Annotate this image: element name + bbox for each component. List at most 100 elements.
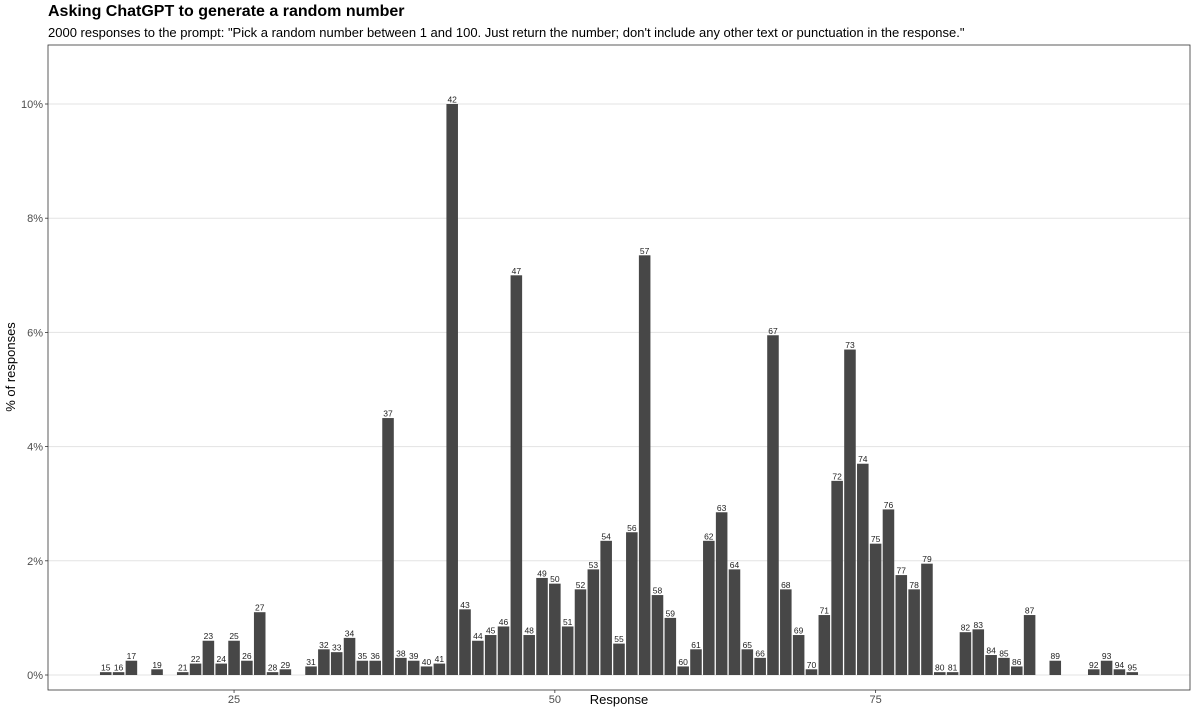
bar-label-93: 93: [1102, 651, 1112, 661]
bar-66: [754, 657, 766, 675]
bar-label-71: 71: [820, 606, 830, 616]
bar-74: [857, 463, 869, 675]
bar-62: [703, 540, 715, 675]
bar-label-54: 54: [601, 531, 611, 541]
bar-label-43: 43: [460, 600, 470, 610]
bar-46: [497, 626, 510, 675]
bar-73: [844, 349, 856, 675]
bar-label-33: 33: [332, 643, 342, 653]
bar-label-58: 58: [653, 586, 663, 596]
bar-85: [998, 657, 1010, 675]
bar-label-72: 72: [832, 471, 842, 481]
x-tick-label: 50: [549, 694, 561, 706]
bar-70: [805, 669, 818, 675]
bar-label-17: 17: [127, 651, 137, 661]
bar-47: [510, 275, 523, 675]
bar-label-60: 60: [678, 657, 688, 667]
bar-65: [741, 649, 754, 675]
bar-label-64: 64: [730, 560, 740, 570]
bar-25: [228, 640, 240, 675]
plot-panel-border: [47, 44, 1191, 691]
bar-95: [1126, 672, 1139, 675]
y-tick-label: 2%: [27, 556, 43, 568]
bar-label-70: 70: [807, 660, 817, 670]
bar-55: [613, 643, 625, 675]
bar-34: [343, 637, 356, 675]
bar-48: [523, 635, 535, 675]
bar-80: [934, 672, 946, 675]
bar-label-77: 77: [897, 566, 907, 576]
bar-label-16: 16: [114, 663, 124, 673]
bar-15: [99, 672, 112, 675]
bar-label-49: 49: [537, 568, 547, 578]
bar-label-80: 80: [935, 663, 945, 673]
x-axis-ticks: 25 50 75: [228, 690, 882, 706]
bar-87: [1023, 615, 1036, 675]
bar-label-92: 92: [1089, 660, 1099, 670]
bar-67: [767, 335, 779, 675]
y-axis-ticks: 0% 2% 4% 6% 8% 10%: [21, 99, 48, 682]
bar-38: [395, 657, 407, 675]
bar-label-44: 44: [473, 631, 483, 641]
bar-33: [330, 652, 343, 675]
bar-84: [985, 655, 997, 675]
bar-label-69: 69: [794, 626, 804, 636]
bar-24: [215, 663, 227, 675]
bar-94: [1113, 669, 1126, 675]
bar-label-26: 26: [242, 651, 252, 661]
y-axis-title: % of responses: [3, 322, 18, 412]
bar-75: [869, 543, 882, 675]
bar-57: [638, 255, 651, 675]
bar-49: [536, 577, 548, 675]
bar-label-56: 56: [627, 523, 637, 533]
bar-label-25: 25: [229, 631, 239, 641]
bar-32: [318, 649, 330, 675]
bar-83: [972, 629, 985, 675]
bar-71: [818, 615, 831, 675]
bar-27: [253, 612, 266, 675]
bar-60: [677, 666, 689, 675]
bar-54: [600, 540, 612, 675]
bar-label-19: 19: [152, 660, 162, 670]
bar-label-37: 37: [383, 409, 393, 419]
bar-label-86: 86: [1012, 657, 1022, 667]
bar-19: [151, 669, 163, 675]
bar-label-79: 79: [922, 554, 932, 564]
bar-label-42: 42: [447, 95, 457, 105]
bar-label-94: 94: [1115, 660, 1125, 670]
bar-label-52: 52: [576, 580, 586, 590]
bar-label-36: 36: [370, 651, 380, 661]
bar-86: [1011, 666, 1023, 675]
bar-label-21: 21: [178, 663, 188, 673]
bar-58: [651, 595, 664, 675]
bar-78: [908, 589, 920, 675]
bar-label-83: 83: [974, 620, 984, 630]
bar-label-34: 34: [345, 628, 355, 638]
bar-37: [382, 418, 394, 675]
bar-label-63: 63: [717, 503, 727, 513]
bar-label-55: 55: [614, 634, 624, 644]
bar-41: [433, 663, 446, 675]
bar-label-57: 57: [640, 246, 650, 256]
bar-53: [587, 569, 600, 675]
bar-76: [882, 509, 895, 675]
bar-17: [125, 660, 138, 675]
bar-label-61: 61: [691, 640, 701, 650]
bar-39: [407, 660, 420, 675]
bar-28: [266, 672, 279, 675]
bar-label-27: 27: [255, 603, 265, 613]
bar-label-75: 75: [871, 534, 881, 544]
bar-72: [831, 480, 843, 675]
y-tick-label: 0%: [27, 670, 43, 682]
bar-44: [472, 640, 484, 675]
bar-label-53: 53: [589, 560, 599, 570]
bar-35: [356, 660, 369, 675]
bar-59: [664, 617, 677, 675]
bar-63: [715, 512, 728, 675]
bar-label-29: 29: [281, 660, 291, 670]
bars: [99, 104, 1139, 675]
bar-label-28: 28: [268, 663, 278, 673]
gridlines: [48, 103, 1190, 676]
bar-42: [446, 104, 458, 675]
